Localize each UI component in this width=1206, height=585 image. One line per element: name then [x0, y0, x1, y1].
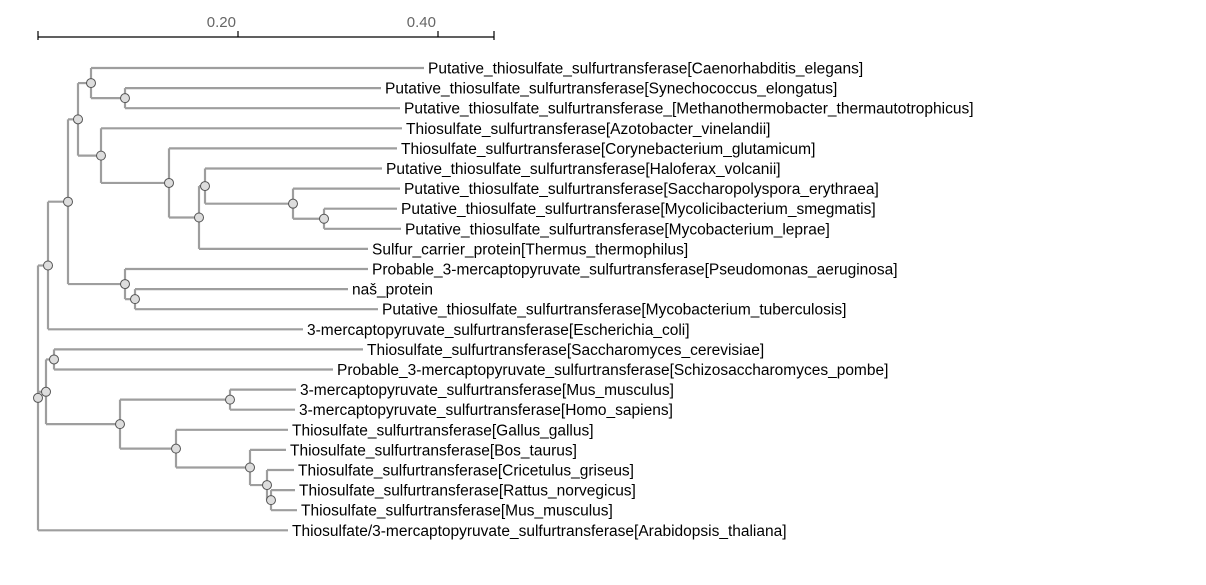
- internal-node: [43, 260, 53, 271]
- tree-branches: [36, 66, 424, 532]
- internal-node: [49, 354, 59, 365]
- leaf-label: Sulfur_carrier_protein[Thermus_thermophi…: [372, 241, 688, 258]
- internal-node: [120, 93, 130, 104]
- leaf-label: Thiosulfate_sulfurtransferase[Cricetulus…: [298, 463, 634, 480]
- scale-tick-label: 0.40: [407, 14, 436, 31]
- internal-node: [225, 394, 235, 405]
- leaf-label: 3-mercaptopyruvate_sulfurtransferase[Mus…: [300, 382, 674, 399]
- internal-node: [86, 78, 96, 89]
- internal-node: [63, 196, 73, 207]
- internal-node: [41, 386, 51, 397]
- leaf-label: Putative_thiosulfate_sulfurtransferase[M…: [405, 221, 830, 238]
- internal-node: [164, 177, 174, 188]
- leaf-label: Thiosulfate_sulfurtransferase[Gallus_gal…: [292, 422, 594, 439]
- leaf-label: Thiosulfate_sulfurtransferase[Mus_muscul…: [301, 503, 613, 520]
- leaf-label: Thiosulfate/3-mercaptopyruvate_sulfurtra…: [292, 523, 787, 540]
- internal-node: [115, 419, 125, 430]
- internal-node: [245, 462, 255, 473]
- internal-node: [33, 392, 43, 403]
- leaf-labels: Putative_thiosulfate_sulfurtransferase[C…: [290, 61, 974, 540]
- internal-node: [266, 495, 276, 506]
- internal-node: [288, 198, 298, 209]
- leaf-label: Thiosulfate_sulfurtransferase[Saccharomy…: [367, 342, 764, 359]
- internal-node: [130, 294, 140, 305]
- leaf-label: Probable_3-mercaptopyruvate_sulfurtransf…: [372, 262, 898, 279]
- tree-nodes: [33, 78, 329, 506]
- leaf-label: Putative_thiosulfate_sulfurtransferase[H…: [386, 161, 781, 178]
- internal-node: [96, 150, 106, 161]
- leaf-label: Putative_thiosulfate_sulfurtransferase[S…: [385, 81, 837, 98]
- internal-node: [194, 212, 204, 223]
- leaf-label: Putative_thiosulfate_sulfurtransferase[M…: [401, 201, 876, 218]
- leaf-label: Putative_thiosulfate_sulfurtransferase_[…: [404, 101, 974, 118]
- leaf-label: 3-mercaptopyruvate_sulfurtransferase[Hom…: [299, 402, 673, 419]
- leaf-label: Thiosulfate_sulfurtransferase[Bos_taurus…: [290, 442, 577, 459]
- scale-tick-label: 0.20: [207, 14, 236, 31]
- internal-node: [73, 114, 83, 125]
- leaf-label: Thiosulfate_sulfurtransferase[Rattus_nor…: [299, 483, 636, 500]
- internal-node: [319, 213, 329, 224]
- leaf-label: Thiosulfate_sulfurtransferase[Azotobacte…: [406, 121, 770, 138]
- internal-node: [120, 279, 130, 290]
- internal-node: [200, 181, 210, 192]
- leaf-label: naš_protein: [352, 282, 433, 299]
- leaf-label: Putative_thiosulfate_sulfurtransferase[M…: [382, 302, 846, 319]
- leaf-label: Putative_thiosulfate_sulfurtransferase[C…: [428, 61, 863, 78]
- leaf-label: Probable_3-mercaptopyruvate_sulfurtransf…: [337, 362, 888, 379]
- leaf-label: Thiosulfate_sulfurtransferase[Corynebact…: [401, 141, 815, 158]
- leaf-label: 3-mercaptopyruvate_sulfurtransferase[Esc…: [307, 322, 690, 339]
- internal-node: [171, 443, 181, 454]
- scale-bar: 0.20 0.40: [37, 14, 495, 40]
- internal-node: [262, 480, 272, 491]
- leaf-label: Putative_thiosulfate_sulfurtransferase[S…: [404, 181, 879, 198]
